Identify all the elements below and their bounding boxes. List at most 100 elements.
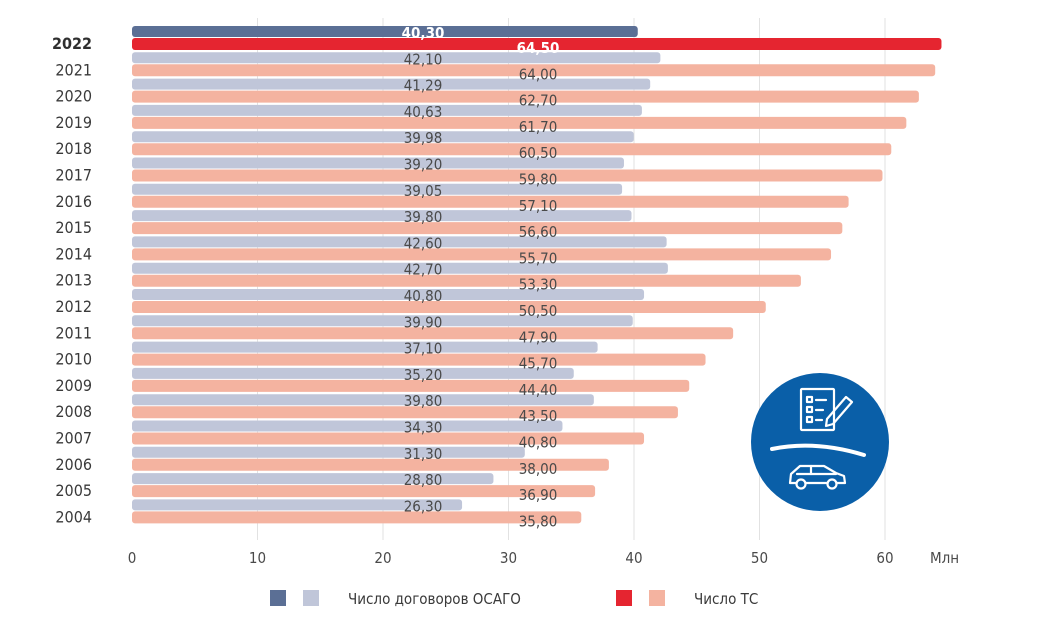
year-labels: 2022 2021 2020 2019 2018 2017 2016 2015 2014 2013… [52,34,92,526]
value-label-vehicles-2005: 36,90 [519,486,558,504]
value-label-contracts-2021: 42,10 [404,50,443,68]
value-label-contracts-2008: 39,80 [404,392,443,410]
bar-vehicles-2016 [132,195,849,208]
bar-vehicles-2014 [132,248,832,261]
bar-contracts-2012 [132,289,645,300]
value-label-contracts-2013: 42,70 [404,261,443,279]
bar-contracts-2014 [132,236,667,248]
bar-contracts-2006 [132,446,525,458]
bar-contracts-2011 [132,315,633,327]
bar-vehicles-2019 [132,116,907,129]
bar-contracts-2017 [132,157,624,169]
x-tick-label: 20 [374,549,391,567]
osago-badge [751,373,889,511]
year-label-2004: 2004 [55,507,92,526]
year-label-2019: 2019 [55,113,92,132]
value-label-contracts-2019: 40,63 [404,103,443,121]
bar-contracts-2016 [132,183,623,195]
bar-vehicles-2020 [132,90,919,103]
bar-vehicles-2015 [132,222,843,235]
value-label-vehicles-2007: 40,80 [519,434,558,452]
x-axis-ticks: 0 10 20 30 40 50 60 [128,549,894,567]
value-label-vehicles-2021: 64,00 [519,65,558,83]
bar-contracts-2019 [132,104,642,116]
bar-vehicles-2008 [132,406,678,419]
x-tick-label: 40 [625,549,642,567]
x-tick-label: 60 [876,549,893,567]
bar-contracts-2018 [132,131,634,143]
year-label-2014: 2014 [55,244,92,263]
x-tick-label: 0 [128,549,137,567]
legend-swatch-vehicles [649,590,665,606]
year-label-2008: 2008 [55,402,92,421]
bar-vehicles-2017 [132,169,883,182]
value-label-contracts-2015: 39,80 [404,208,443,226]
legend-label-contracts: Число договоров ОСАГО [348,590,521,608]
year-label-2005: 2005 [55,481,92,500]
bar-contracts-2020 [132,78,651,90]
checklist-icon [799,387,854,432]
value-label-contracts-2014: 42,60 [404,234,443,252]
value-label-vehicles-2017: 59,80 [519,171,558,189]
bar-contracts-2005 [132,473,494,485]
value-label-vehicles-2008: 43,50 [519,407,558,425]
value-label-vehicles-2022: 64,50 [517,39,560,57]
value-label-vehicles-2018: 60,50 [519,144,558,162]
legend-swatch-vehicles-highlight [616,590,632,606]
year-label-2018: 2018 [55,139,92,158]
year-label-2020: 2020 [55,87,92,106]
bar-vehicles-2010 [132,353,706,366]
value-label-vehicles-2019: 61,70 [519,118,558,136]
bar-vehicles-2007 [132,432,645,445]
x-tick-label: 10 [249,549,266,567]
value-label-contracts-2017: 39,20 [404,156,443,174]
value-label-contracts-2011: 39,90 [404,313,443,331]
x-tick-label: 30 [500,549,517,567]
year-label-2016: 2016 [55,192,92,211]
bar-contracts-2021 [132,52,661,64]
value-label-contracts-2006: 31,30 [404,445,443,463]
value-label-vehicles-2020: 62,70 [519,92,558,110]
legend-swatch-contracts [303,590,319,606]
bar-vehicles-2004 [132,511,582,524]
year-label-2021: 2021 [55,60,92,79]
bar-vehicles-2005 [132,485,596,498]
year-label-2015: 2015 [55,218,92,237]
legend-label-vehicles: Число ТС [694,590,758,608]
value-label-contracts-2007: 34,30 [404,419,443,437]
value-label-contracts-2009: 35,20 [404,366,443,384]
bars [132,26,942,524]
value-label-contracts-2010: 37,10 [404,340,443,358]
bar-vehicles-2018 [132,143,892,156]
value-label-contracts-2016: 39,05 [404,182,443,200]
value-label-vehicles-2010: 45,70 [519,355,558,373]
value-label-contracts-2005: 28,80 [404,471,443,489]
bar-contracts-2013 [132,262,668,274]
value-label-vehicles-2009: 44,40 [519,381,558,399]
value-label-contracts-2012: 40,80 [404,287,443,305]
year-label-2007: 2007 [55,429,92,448]
bar-contracts-2008 [132,394,594,406]
bar-vehicles-2006 [132,458,609,471]
year-label-2022: 2022 [52,34,92,53]
year-label-2017: 2017 [55,166,92,185]
value-label-vehicles-2015: 56,60 [519,223,558,241]
value-label-vehicles-2013: 53,30 [519,276,558,294]
year-label-2010: 2010 [55,350,92,369]
year-label-2012: 2012 [55,297,92,316]
road-curve-icon [770,443,866,457]
value-label-vehicles-2004: 35,80 [519,512,558,530]
value-labels: 40,30 64,50 42,10 64,00 41,29 62,70 40,63 61,70… [402,24,560,530]
value-label-contracts-2020: 41,29 [404,77,443,95]
bar-contracts-2004 [132,499,463,511]
bar-vehicles-2022 [132,38,942,50]
badge-circle [751,373,889,511]
bar-vehicles-2012 [132,301,766,313]
bar-vehicles-2021 [132,64,936,77]
legend-swatch-contracts-highlight [270,590,286,606]
bar-contracts-2022 [132,26,638,37]
year-label-2011: 2011 [55,323,92,342]
bar-contracts-2010 [132,341,598,353]
year-label-2013: 2013 [55,271,92,290]
